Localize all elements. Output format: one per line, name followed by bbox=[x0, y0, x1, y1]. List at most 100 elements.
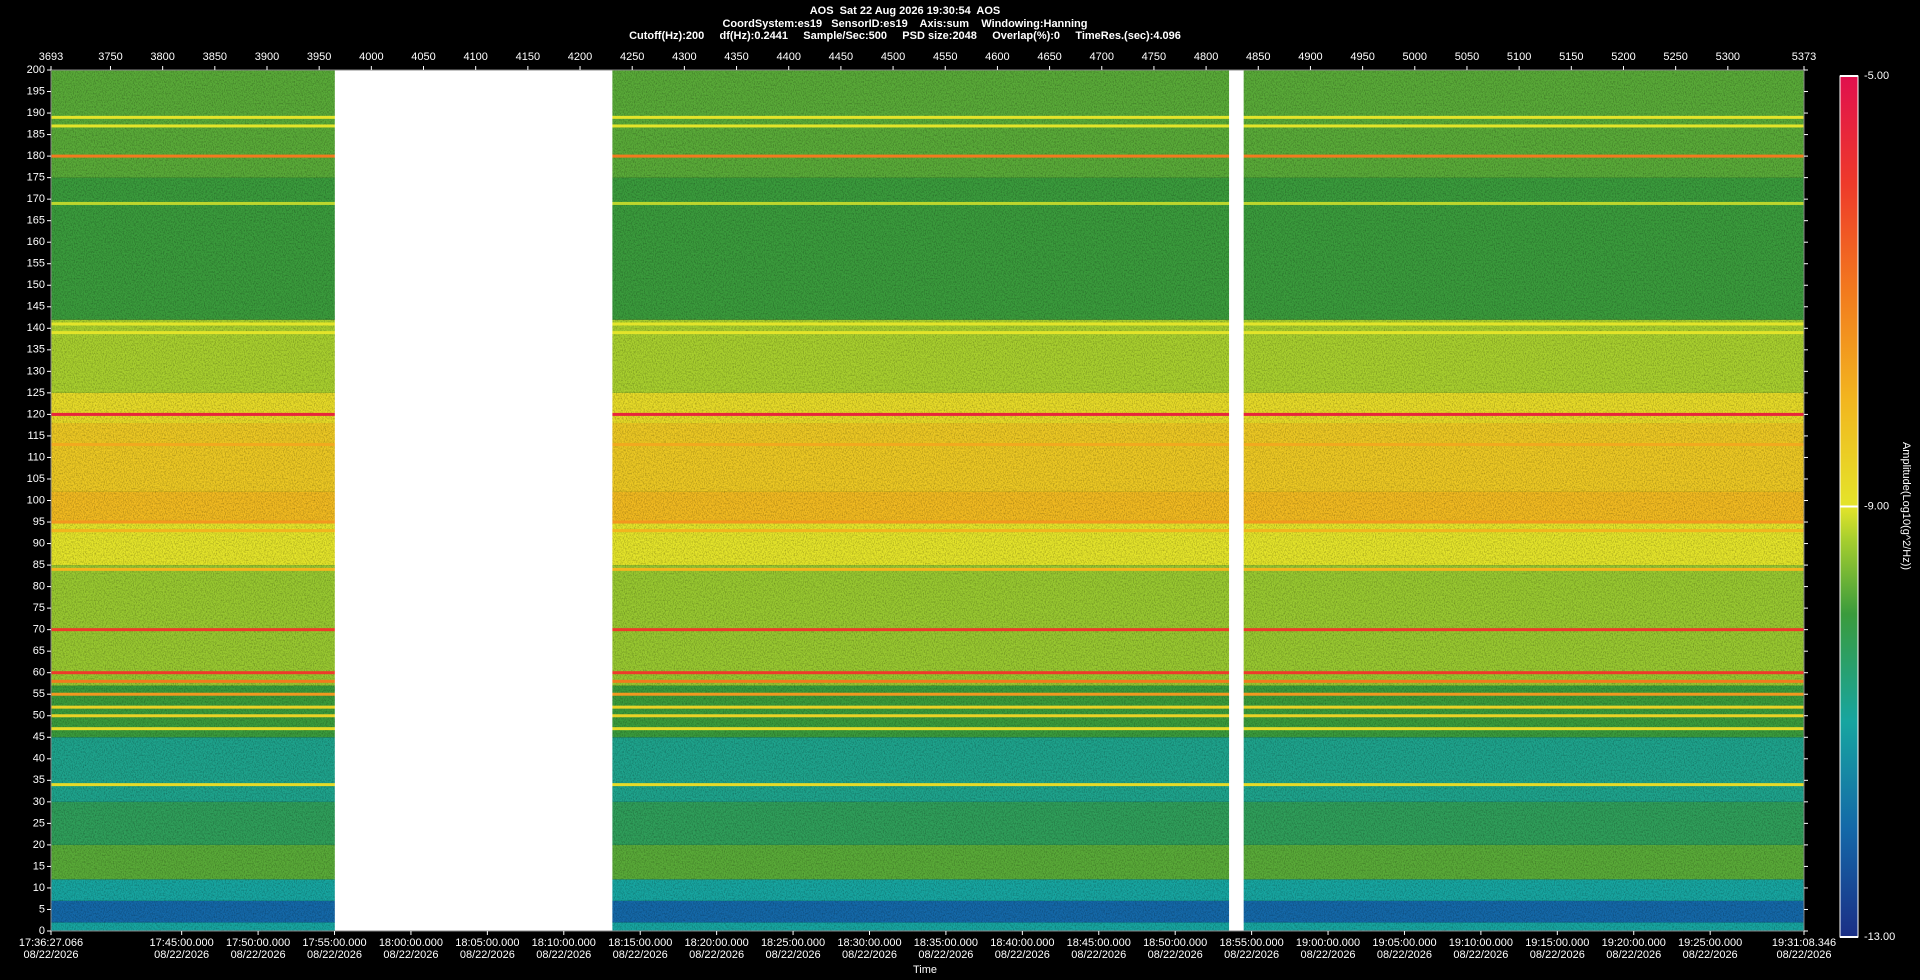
spectral-line bbox=[51, 115, 1804, 119]
x2-tick-date: 08/22/2026 bbox=[1071, 949, 1126, 961]
x2-tick-label: 18:00:00.000 bbox=[379, 937, 443, 949]
y-tick-label: 20 bbox=[33, 839, 45, 851]
x2-tick-date: 08/22/2026 bbox=[536, 949, 591, 961]
spectral-line bbox=[51, 529, 1804, 533]
x2-tick-label: 17:45:00.000 bbox=[150, 937, 214, 949]
x-tick-label: 4350 bbox=[724, 51, 748, 63]
y-tick-label: 10 bbox=[33, 882, 45, 894]
y-tick-label: 105 bbox=[27, 473, 45, 485]
x2-tick-label: 18:30:00.000 bbox=[837, 937, 901, 949]
y-tick-label: 110 bbox=[27, 451, 45, 463]
y-tick-label: 195 bbox=[27, 85, 45, 97]
chart-subtitle: Cutoff(Hz):200 df(Hz):0.2441 Sample/Sec:… bbox=[629, 30, 1181, 42]
x2-tick-label: 18:15:00.000 bbox=[608, 937, 672, 949]
y-tick-label: 50 bbox=[33, 710, 45, 722]
x2-tick-date: 08/22/2026 bbox=[307, 949, 362, 961]
x2-tick-date: 08/22/2026 bbox=[613, 949, 668, 961]
spectral-line bbox=[51, 783, 1804, 787]
x2-tick-date: 08/22/2026 bbox=[1776, 949, 1831, 961]
spectral-line bbox=[51, 412, 1804, 416]
x2-tick-label: 18:40:00.000 bbox=[990, 937, 1054, 949]
y-tick-label: 155 bbox=[27, 258, 45, 270]
x-tick-label: 4900 bbox=[1298, 51, 1322, 63]
x-tick-label: 4300 bbox=[672, 51, 696, 63]
y-tick-label: 115 bbox=[27, 430, 45, 442]
x2-tick-label: 18:25:00.000 bbox=[761, 937, 825, 949]
x2-tick-date: 08/22/2026 bbox=[689, 949, 744, 961]
x2-tick-date: 08/22/2026 bbox=[383, 949, 438, 961]
noise-texture bbox=[51, 70, 1804, 931]
y-tick-label: 100 bbox=[27, 494, 45, 506]
data-gap bbox=[334, 70, 613, 931]
y-tick-label: 175 bbox=[27, 172, 45, 184]
x2-tick-label: 17:50:00.000 bbox=[226, 937, 290, 949]
y-tick-label: 5 bbox=[39, 903, 45, 915]
x-tick-label: 4450 bbox=[829, 51, 853, 63]
x-tick-label: 4150 bbox=[516, 51, 540, 63]
x-tick-label: 5300 bbox=[1716, 51, 1740, 63]
x-tick-label: 4750 bbox=[1142, 51, 1166, 63]
y-tick-label: 30 bbox=[33, 796, 45, 808]
x-axis-label: Time bbox=[913, 964, 937, 976]
spectral-line bbox=[51, 331, 1804, 335]
x2-tick-date: 08/22/2026 bbox=[1606, 949, 1661, 961]
y-tick-label: 130 bbox=[27, 365, 45, 377]
x2-tick-date: 08/22/2026 bbox=[23, 949, 78, 961]
y-tick-label: 0 bbox=[39, 925, 45, 937]
x2-tick-label: 19:10:00.000 bbox=[1449, 937, 1513, 949]
x-tick-label: 5200 bbox=[1611, 51, 1635, 63]
y-tick-label: 60 bbox=[33, 667, 45, 679]
x2-tick-label: 18:45:00.000 bbox=[1067, 937, 1131, 949]
x-tick-label: 4550 bbox=[933, 51, 957, 63]
data-gap bbox=[1229, 70, 1244, 931]
x2-tick-label: 19:20:00.000 bbox=[1602, 937, 1666, 949]
x2-tick-label: 18:35:00.000 bbox=[914, 937, 978, 949]
x2-tick-date: 08/22/2026 bbox=[1224, 949, 1279, 961]
spectral-line bbox=[51, 154, 1804, 158]
x-tick-label: 3900 bbox=[255, 51, 279, 63]
x-tick-label: 3950 bbox=[307, 51, 331, 63]
spectral-line bbox=[51, 443, 1804, 447]
x-tick-label: 4850 bbox=[1246, 51, 1270, 63]
y-tick-label: 80 bbox=[33, 581, 45, 593]
x-tick-label: 3693 bbox=[39, 51, 63, 63]
x-tick-label: 4000 bbox=[359, 51, 383, 63]
y-tick-label: 200 bbox=[27, 64, 45, 76]
x2-tick-date: 08/22/2026 bbox=[766, 949, 821, 961]
x-tick-label: 3750 bbox=[98, 51, 122, 63]
x-tick-label: 4600 bbox=[985, 51, 1009, 63]
x-tick-label: 4100 bbox=[463, 51, 487, 63]
y-tick-label: 90 bbox=[33, 537, 45, 549]
x2-tick-label: 19:05:00.000 bbox=[1372, 937, 1436, 949]
x2-tick-date: 08/22/2026 bbox=[154, 949, 209, 961]
x-tick-label: 4250 bbox=[620, 51, 644, 63]
x2-tick-date: 08/22/2026 bbox=[995, 949, 1050, 961]
x2-tick-label: 18:10:00.000 bbox=[532, 937, 596, 949]
y-tick-label: 185 bbox=[27, 128, 45, 140]
y-tick-label: 85 bbox=[33, 559, 45, 571]
y-tick-label: 95 bbox=[33, 516, 45, 528]
x-tick-label: 4700 bbox=[1090, 51, 1114, 63]
y-tick-label: 75 bbox=[33, 602, 45, 614]
x-tick-label: 4800 bbox=[1194, 51, 1218, 63]
x2-tick-label: 18:50:00.000 bbox=[1143, 937, 1207, 949]
x2-tick-date: 08/22/2026 bbox=[1377, 949, 1432, 961]
x2-tick-date: 08/22/2026 bbox=[1683, 949, 1738, 961]
x2-tick-label: 19:00:00.000 bbox=[1296, 937, 1360, 949]
x-tick-label: 5150 bbox=[1559, 51, 1583, 63]
x-tick-label: 5373 bbox=[1792, 51, 1816, 63]
y-tick-label: 45 bbox=[33, 731, 45, 743]
spectral-line bbox=[51, 671, 1804, 675]
y-tick-label: 150 bbox=[27, 279, 45, 291]
y-tick-label: 125 bbox=[27, 387, 45, 399]
spectral-line bbox=[51, 692, 1804, 696]
chart-title: AOS Sat 22 Aug 2026 19:30:54 AOS bbox=[810, 5, 1001, 17]
spectral-line bbox=[51, 567, 1804, 571]
x2-tick-label: 19:25:00.000 bbox=[1678, 937, 1742, 949]
y-tick-label: 15 bbox=[33, 860, 45, 872]
spectral-line bbox=[51, 679, 1804, 683]
x-tick-label: 4400 bbox=[776, 51, 800, 63]
x-tick-label: 5250 bbox=[1663, 51, 1687, 63]
